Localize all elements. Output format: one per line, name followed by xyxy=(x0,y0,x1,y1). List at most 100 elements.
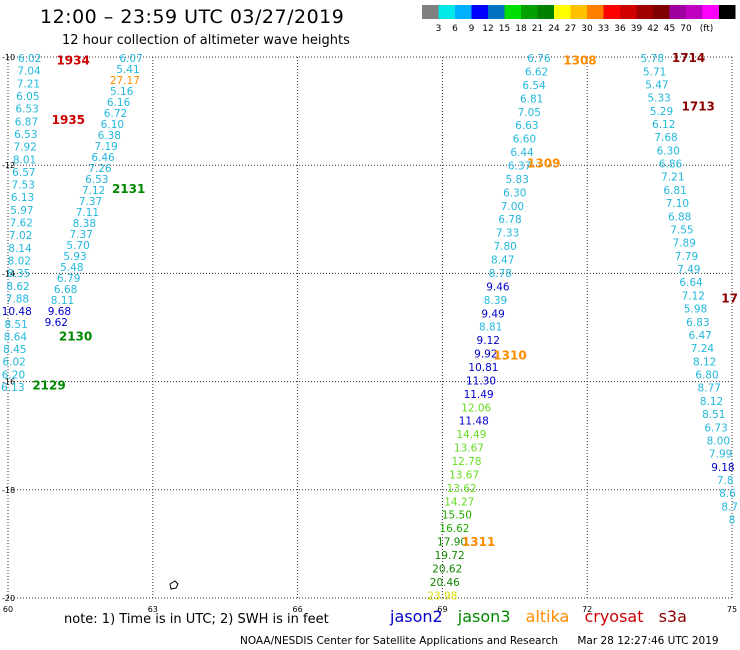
wave-height-value: 6.05 xyxy=(16,91,39,103)
wave-height-value: 6.87 xyxy=(15,116,38,128)
pass-time-label: 1935 xyxy=(52,113,85,127)
colorbar-swatch xyxy=(603,5,620,19)
wave-height-value: 7.05 xyxy=(518,107,541,119)
wave-height-value: 12.78 xyxy=(452,456,482,468)
wave-height-value: 7.21 xyxy=(661,172,684,184)
wave-height-value: 7.10 xyxy=(666,198,689,210)
wave-height-value: 6.73 xyxy=(704,422,727,434)
wave-height-value: 7.33 xyxy=(496,228,519,240)
colorbar-label: (ft) xyxy=(700,24,714,34)
wave-height-value: 14.27 xyxy=(444,496,474,508)
wave-height-value: 6.78 xyxy=(498,214,521,226)
wave-height-value: 7.55 xyxy=(670,224,693,236)
wave-height-value: 8.81 xyxy=(479,322,502,334)
wave-height-value: 7.12 xyxy=(682,290,705,302)
wave-height-value: 6.57 xyxy=(12,167,35,179)
colorbar-label: 70 xyxy=(680,24,692,34)
wave-height-value: 6.46 xyxy=(91,152,115,164)
wave-height-value: 9.12 xyxy=(477,335,500,347)
wave-height-value: 7.37 xyxy=(70,229,93,241)
x-tick-label: 60 xyxy=(3,605,13,614)
wave-height-value: 6.53 xyxy=(15,104,38,116)
note-text: note: 1) Time is in UTC; 2) SWH is in fe… xyxy=(64,612,329,627)
wave-height-value: 9.62 xyxy=(45,317,68,329)
legend-s3a: s3a xyxy=(658,607,687,626)
pass-time-label: 1713 xyxy=(682,100,715,114)
satellite-legend: jason2 jason3 altika cryosat s3a xyxy=(390,607,697,626)
wave-height-value: 6.60 xyxy=(513,134,536,146)
y-tick-label: -20 xyxy=(2,594,15,603)
wave-height-value: 19.72 xyxy=(435,550,465,562)
wave-height-value: 7.19 xyxy=(94,141,117,153)
y-tick-label: -18 xyxy=(2,486,15,495)
colorbar-swatch xyxy=(669,5,686,19)
footer: NOAA/NESDIS Center for Satellite Applica… xyxy=(240,635,719,647)
pass-time-label: 1311 xyxy=(462,535,495,549)
wave-height-value: 6.72 xyxy=(104,108,127,120)
wave-height-value: 6.54 xyxy=(522,80,546,92)
colorbar-label: 3 xyxy=(436,24,442,34)
wave-height-value: 6.76 xyxy=(527,53,551,65)
colorbar-swatch xyxy=(636,5,653,19)
wave-height-value: 5.83 xyxy=(506,174,529,186)
wave-height-value: 5.33 xyxy=(647,93,670,105)
colorbar-label: 6 xyxy=(452,24,458,34)
wave-height-value: 6.62 xyxy=(525,67,548,79)
colorbar-swatch xyxy=(422,5,439,19)
colorbar-label: 36 xyxy=(614,24,626,34)
wave-height-value: 6.81 xyxy=(663,185,686,197)
y-tick-label: -14 xyxy=(2,269,15,278)
wave-height-value: 8.64 xyxy=(4,331,28,343)
wave-height-value: 8.35 xyxy=(7,268,30,280)
x-tick-label: 72 xyxy=(582,605,592,614)
chart-subtitle: 12 hour collection of altimeter wave hei… xyxy=(62,33,350,48)
wave-height-value: 5.41 xyxy=(116,64,139,76)
wave-height-value: 5.78 xyxy=(641,53,664,65)
wave-height-value: 7.68 xyxy=(654,132,677,144)
wave-height-value: 7.04 xyxy=(17,66,41,78)
x-tick-label: 69 xyxy=(437,605,447,614)
wave-height-value: 23.98 xyxy=(427,590,457,602)
wave-height-value: 6.13 xyxy=(11,192,34,204)
wave-height-value: 7.92 xyxy=(13,142,36,154)
wave-height-value: 8.51 xyxy=(702,409,725,421)
wave-height-value: 9.46 xyxy=(486,281,510,293)
colorbar-swatch xyxy=(488,5,505,19)
colorbar-swatch xyxy=(702,5,719,19)
color-scale-bar: 3 6 9 12 15 18 21 24 27 30 33 36 39 42 45 70 (ft) xyxy=(422,5,736,34)
wave-height-value: 5.98 xyxy=(684,304,707,316)
wave-height-value: 6.07 xyxy=(119,53,142,65)
wave-height-value: 7.26 xyxy=(88,163,112,175)
wave-height-value: 6.44 xyxy=(510,147,534,159)
colorbar-label: 18 xyxy=(515,24,527,34)
colorbar-swatch xyxy=(504,5,521,19)
colorbar-swatch xyxy=(686,5,703,19)
wave-height-value: 7.88 xyxy=(6,293,29,305)
island-outline xyxy=(169,580,179,590)
wave-height-value: 7.21 xyxy=(17,78,40,90)
wave-height-value: 6.37 xyxy=(508,161,531,173)
colorbar-swatch xyxy=(620,5,637,19)
wave-height-value: 8.45 xyxy=(3,344,26,356)
wave-height-value: 14.49 xyxy=(456,429,486,441)
wave-height-value: 6.47 xyxy=(688,330,711,342)
wave-height-value: 5.16 xyxy=(110,86,134,98)
wave-height-value: 9.49 xyxy=(481,308,504,320)
wave-height-value: 7.80 xyxy=(493,241,516,253)
wave-height-value: 6.30 xyxy=(503,187,526,199)
pass-time-label: 1309 xyxy=(527,156,560,170)
wave-height-value: 8.38 xyxy=(73,218,96,230)
wave-height-value: 27.17 xyxy=(110,75,140,87)
pass-time-label: 2131 xyxy=(112,182,145,196)
wave-height-value: 8.12 xyxy=(700,396,723,408)
wave-height-value: 7.79 xyxy=(675,251,698,263)
wave-height-value: 8.39 xyxy=(484,295,507,307)
wave-height-value: 6.02 xyxy=(2,357,25,369)
wave-height-value: 9.68 xyxy=(48,306,71,318)
wave-height-value: 13.67 xyxy=(449,469,479,481)
wave-height-value: 11.30 xyxy=(466,375,496,387)
wave-height-value: 7.53 xyxy=(12,180,35,192)
x-tick-label: 63 xyxy=(148,605,158,614)
wave-height-value: 8.12 xyxy=(693,356,716,368)
wave-height-value: 8.47 xyxy=(491,255,514,267)
